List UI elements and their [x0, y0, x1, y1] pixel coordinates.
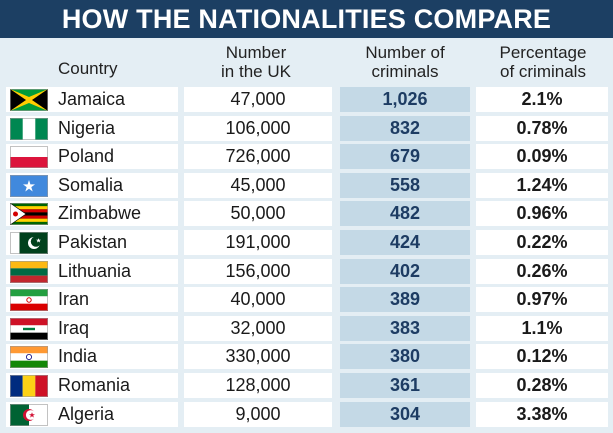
header-percentage: Percentage of criminals — [478, 41, 608, 83]
country-name: Jamaica — [52, 87, 178, 112]
jamaica-flag-icon — [6, 87, 52, 112]
zimbabwe-flag-icon — [6, 201, 52, 227]
header-number-of-criminals: Number of criminals — [340, 41, 470, 83]
number-in-uk: 726,000 — [184, 144, 332, 170]
country-name: Lithuania — [52, 258, 178, 284]
country-name: Zimbabwe — [52, 201, 178, 227]
country-name: Poland — [52, 144, 178, 170]
data-table: Jamaica 47,000 1,026 2.1% Nigeria 106,000 832 0… — [0, 85, 613, 428]
percentage-of-criminals: 0.96% — [476, 201, 608, 227]
header-number-line2: in the UK — [221, 62, 291, 81]
percentage-of-criminals: 1.24% — [476, 172, 608, 198]
number-of-criminals: 679 — [340, 144, 470, 170]
pakistan-flag-icon — [6, 229, 52, 255]
percentage-of-criminals: 1.1% — [476, 315, 608, 341]
country-name: Pakistan — [52, 229, 178, 255]
iraq-flag-icon — [6, 315, 52, 341]
table-row-jamaica: Jamaica 47,000 1,026 2.1% — [0, 85, 613, 114]
header-country: Country — [58, 58, 118, 78]
number-of-criminals: 482 — [340, 201, 470, 227]
table-row-india: India 330,000 380 0.12% — [0, 342, 613, 371]
number-in-uk: 106,000 — [184, 115, 332, 141]
header-percentage-line1: Percentage — [499, 43, 587, 62]
table-row-iran: Iran 40,000 389 0.97% — [0, 285, 613, 314]
table-row-algeria: Algeria 9,000 304 3.38% — [0, 400, 613, 429]
lithuania-flag-icon — [6, 258, 52, 284]
number-of-criminals: 832 — [340, 115, 470, 141]
nigeria-flag-icon — [6, 115, 52, 141]
number-of-criminals: 424 — [340, 229, 470, 255]
country-name: India — [52, 344, 178, 370]
table-row-romania: Romania 128,000 361 0.28% — [0, 371, 613, 400]
number-of-criminals: 1,026 — [340, 87, 470, 112]
number-in-uk: 45,000 — [184, 172, 332, 198]
number-in-uk: 9,000 — [184, 401, 332, 427]
page-title: HOW THE NATIONALITIES COMPARE — [0, 0, 613, 38]
header-number-in-uk: Number in the UK — [186, 41, 326, 83]
number-of-criminals: 380 — [340, 344, 470, 370]
number-of-criminals: 383 — [340, 315, 470, 341]
percentage-of-criminals: 0.97% — [476, 287, 608, 313]
table-row-zimbabwe: Zimbabwe 50,000 482 0.96% — [0, 199, 613, 228]
percentage-of-criminals: 0.26% — [476, 258, 608, 284]
country-name: Algeria — [52, 401, 178, 427]
poland-flag-icon — [6, 144, 52, 170]
country-name: Iran — [52, 287, 178, 313]
country-name: Romania — [52, 372, 178, 398]
number-of-criminals: 389 — [340, 287, 470, 313]
percentage-of-criminals: 0.22% — [476, 229, 608, 255]
number-of-criminals: 304 — [340, 401, 470, 427]
percentage-of-criminals: 0.09% — [476, 144, 608, 170]
country-name: Somalia — [52, 172, 178, 198]
country-name: Iraq — [52, 315, 178, 341]
header-percentage-line2: of criminals — [500, 62, 586, 81]
romania-flag-icon — [6, 372, 52, 398]
percentage-of-criminals: 0.78% — [476, 115, 608, 141]
country-name: Nigeria — [52, 115, 178, 141]
header-number-line1: Number — [225, 43, 287, 62]
number-in-uk: 191,000 — [184, 229, 332, 255]
percentage-of-criminals: 0.12% — [476, 344, 608, 370]
header-criminals-line1: Number of — [365, 43, 445, 62]
number-in-uk: 32,000 — [184, 315, 332, 341]
number-of-criminals: 558 — [340, 172, 470, 198]
table-row-nigeria: Nigeria 106,000 832 0.78% — [0, 114, 613, 143]
number-in-uk: 330,000 — [184, 344, 332, 370]
number-in-uk: 40,000 — [184, 287, 332, 313]
algeria-flag-icon — [6, 401, 52, 427]
table-row-lithuania: Lithuania 156,000 402 0.26% — [0, 257, 613, 286]
percentage-of-criminals: 2.1% — [476, 87, 608, 112]
table-row-poland: Poland 726,000 679 0.09% — [0, 142, 613, 171]
number-in-uk: 128,000 — [184, 372, 332, 398]
number-in-uk: 47,000 — [184, 87, 332, 112]
number-of-criminals: 361 — [340, 372, 470, 398]
somalia-flag-icon — [6, 172, 52, 198]
number-in-uk: 156,000 — [184, 258, 332, 284]
header-criminals-line2: criminals — [371, 62, 439, 81]
number-in-uk: 50,000 — [184, 201, 332, 227]
table-row-pakistan: Pakistan 191,000 424 0.22% — [0, 228, 613, 257]
number-of-criminals: 402 — [340, 258, 470, 284]
percentage-of-criminals: 3.38% — [476, 401, 608, 427]
iran-flag-icon — [6, 287, 52, 313]
table-row-iraq: Iraq 32,000 383 1.1% — [0, 314, 613, 343]
percentage-of-criminals: 0.28% — [476, 372, 608, 398]
india-flag-icon — [6, 344, 52, 370]
table-row-somalia: Somalia 45,000 558 1.24% — [0, 171, 613, 200]
